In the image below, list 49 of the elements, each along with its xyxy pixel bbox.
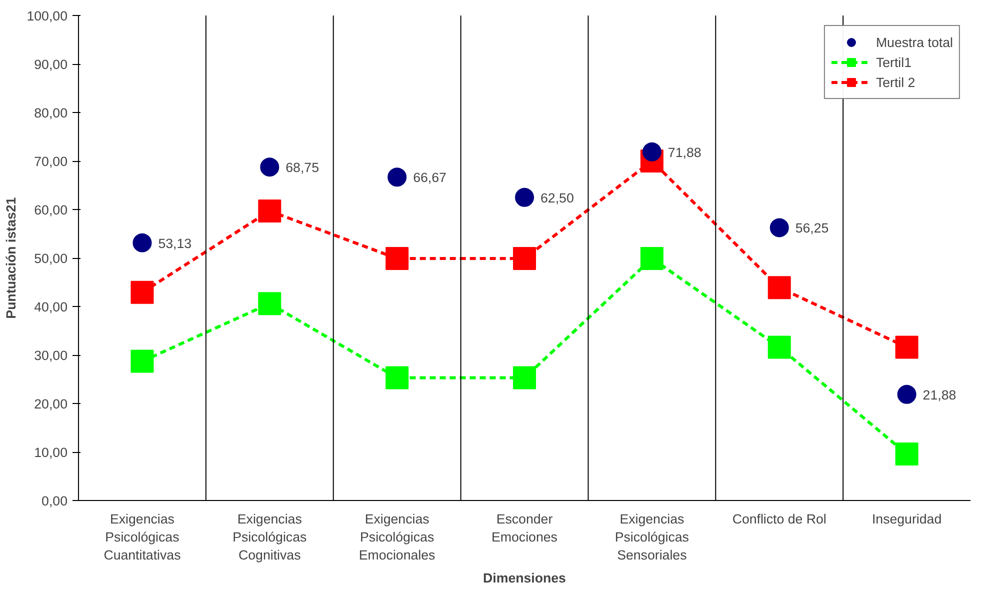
- legend-label: Tertil 2: [876, 74, 916, 90]
- point: [130, 350, 154, 373]
- x-tick-label: Exigencias Psicológicas Cuantitativas: [104, 512, 182, 562]
- point: [895, 442, 918, 466]
- point: [130, 280, 154, 304]
- x-tick-label: Exigencias Psicológicas Sensoriales: [614, 512, 690, 562]
- data-label: 56,25: [795, 220, 829, 236]
- y-tick-label: 30,00: [34, 348, 68, 363]
- x-tick-label: Conflicto de Rol: [732, 512, 826, 526]
- y-tick-label: 70,00: [34, 154, 68, 169]
- x-tick-label: Exigencias Psicológicas Cognitivas: [232, 512, 308, 562]
- y-axis-title: Puntuación istas21: [4, 196, 19, 319]
- y-tick-label: 0,00: [42, 494, 68, 508]
- point: [388, 168, 407, 187]
- data-label: 71,88: [668, 144, 702, 160]
- x-tick-label: Esconder Emociones: [492, 512, 558, 544]
- data-label: 62,50: [540, 190, 574, 206]
- point: [386, 366, 409, 390]
- y-tick-label: 50,00: [34, 251, 68, 266]
- y-tick-label: 100,00: [26, 8, 68, 24]
- y-tick-label: 10,00: [34, 445, 68, 460]
- data-label: 53,13: [158, 236, 192, 251]
- point: [768, 276, 791, 300]
- point: [895, 336, 918, 359]
- y-tick-label: 60,00: [34, 202, 68, 218]
- point: [770, 218, 789, 238]
- y-tick-label: 40,00: [34, 300, 68, 314]
- x-tick-label: Inseguridad: [872, 512, 942, 526]
- y-tick-label: 20,00: [34, 396, 68, 412]
- point: [897, 384, 916, 404]
- point: [513, 366, 536, 390]
- point: [258, 199, 282, 222]
- data-label: 68,75: [286, 160, 319, 176]
- legend-label: Tertil1: [876, 54, 912, 70]
- legend-label: Muestra total: [876, 34, 953, 50]
- point: [132, 233, 152, 252]
- x-axis-title: Dimensiones: [483, 570, 566, 586]
- point: [260, 158, 280, 177]
- data-label: 21,88: [922, 387, 956, 402]
- point: [513, 246, 536, 270]
- point: [640, 246, 664, 270]
- y-tick-label: 90,00: [34, 57, 68, 72]
- point: [258, 292, 282, 316]
- point: [386, 246, 409, 270]
- y-tick-label: 80,00: [34, 106, 68, 120]
- x-tick-label: Exigencias Psicológicas Emocionales: [358, 512, 436, 562]
- point: [515, 188, 534, 207]
- data-label: 66,67: [413, 170, 446, 186]
- point: [768, 336, 791, 359]
